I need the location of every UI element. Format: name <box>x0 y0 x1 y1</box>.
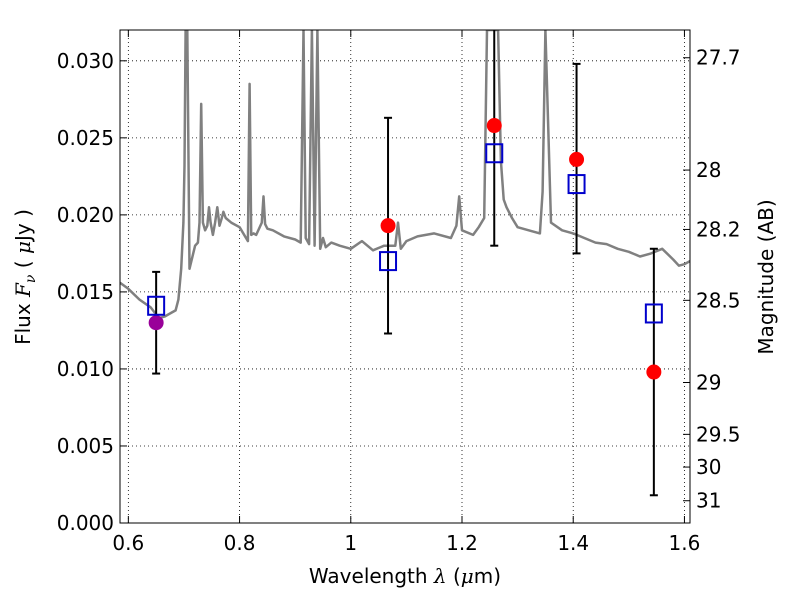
y2-axis-label: Magnitude (AB) <box>754 199 778 354</box>
model-point <box>147 295 166 316</box>
y-tick-label: 0.015 <box>57 280 114 304</box>
y2-tick-label: 29 <box>696 370 721 394</box>
y-axis-label: Flux Fν ( μJy ) <box>11 209 39 345</box>
observed-points <box>148 118 662 380</box>
model-point <box>485 143 504 164</box>
y2-tick-label: 31 <box>696 489 721 513</box>
y2-tick-label: 27.7 <box>696 46 741 70</box>
y-tick-label: 0.000 <box>57 511 114 535</box>
observed-point <box>148 315 164 331</box>
model-point <box>644 303 663 324</box>
y-tick-label: 0.005 <box>57 434 114 458</box>
x-tick-label: 1 <box>344 531 357 555</box>
y-tick-label: 0.025 <box>57 126 114 150</box>
y-tick-label: 0.020 <box>57 203 114 227</box>
plot-frame <box>119 29 691 524</box>
x-tick-label: 1.4 <box>557 531 589 555</box>
y2-tick-label: 29.5 <box>696 422 741 446</box>
y-tick-label: 0.010 <box>57 357 114 381</box>
observed-point <box>646 364 662 380</box>
observed-point <box>569 151 585 167</box>
sed-spectrum <box>120 30 690 320</box>
model-point <box>567 174 586 195</box>
x-tick-label: 0.8 <box>224 531 256 555</box>
axis-ticks <box>120 30 690 524</box>
y2-tick-label: 28 <box>696 158 721 182</box>
tick-labels: 0.6 0.8 1 1.2 1.4 1.6 0.000 0.005 0.010 0.015 0.02… <box>57 46 741 555</box>
y2-tick-label: 28.2 <box>696 217 741 241</box>
y2-tick-label: 28.5 <box>696 288 741 312</box>
y2-tick-label: 30 <box>696 455 721 479</box>
observed-point <box>380 218 396 234</box>
model-point <box>379 251 398 272</box>
x-tick-label: 1.6 <box>669 531 701 555</box>
x-axis-label: Wavelength λ (μm) <box>309 564 501 588</box>
x-tick-label: 0.6 <box>112 531 144 555</box>
x-tick-label: 1.2 <box>446 531 478 555</box>
observed-point <box>486 118 502 134</box>
y-tick-label: 0.030 <box>57 49 114 73</box>
sed-line <box>120 30 690 320</box>
model-points <box>147 143 663 324</box>
